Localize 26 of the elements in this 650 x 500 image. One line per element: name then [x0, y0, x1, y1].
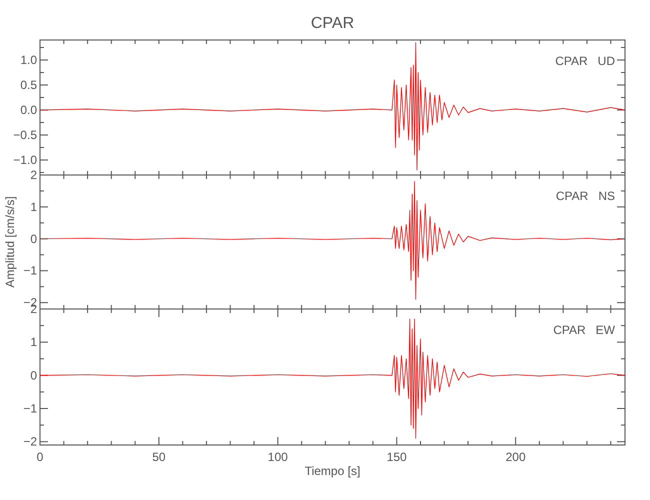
x-axis-title: Tiempo [s] — [304, 464, 360, 478]
y-tick-label: 1 — [30, 200, 38, 214]
y-tick-label: 1.0 — [20, 53, 38, 67]
y-tick-label: 2 — [30, 168, 38, 182]
annotation: CPAR NS — [556, 189, 615, 203]
y-tick-label: 0.5 — [20, 78, 38, 92]
x-tick-label: 50 — [152, 450, 166, 464]
line-series — [40, 181, 626, 300]
annotation: CPAR UD — [555, 54, 616, 68]
x-tick-label: 150 — [386, 450, 408, 464]
y-tick-label: 1 — [30, 335, 38, 350]
x-tick-label: 100 — [268, 450, 288, 464]
annotation: CPAR EW — [553, 323, 616, 337]
y-tick-label: −1 — [23, 402, 38, 416]
y-tick-label: −1 — [23, 264, 38, 278]
line-series — [40, 318, 626, 439]
y-axis-title: Amplitud [cm/s/s] — [3, 196, 17, 288]
y-tick-label: −1.0 — [13, 153, 38, 167]
y-tick-label: 0.0 — [20, 103, 38, 117]
line-series — [40, 42, 626, 170]
x-tick-label: 200 — [506, 450, 526, 464]
chart-title: CPAR — [310, 15, 354, 32]
y-tick-label: −2 — [23, 434, 38, 449]
y-tick-label: −0.5 — [13, 128, 38, 142]
y-tick-label: 0 — [30, 232, 38, 246]
y-tick-label: 0 — [30, 368, 38, 382]
